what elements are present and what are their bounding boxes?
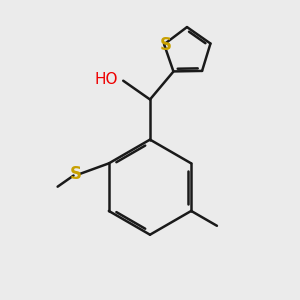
Text: S: S — [160, 36, 172, 54]
Text: S: S — [70, 165, 82, 183]
Text: HO: HO — [94, 72, 118, 87]
